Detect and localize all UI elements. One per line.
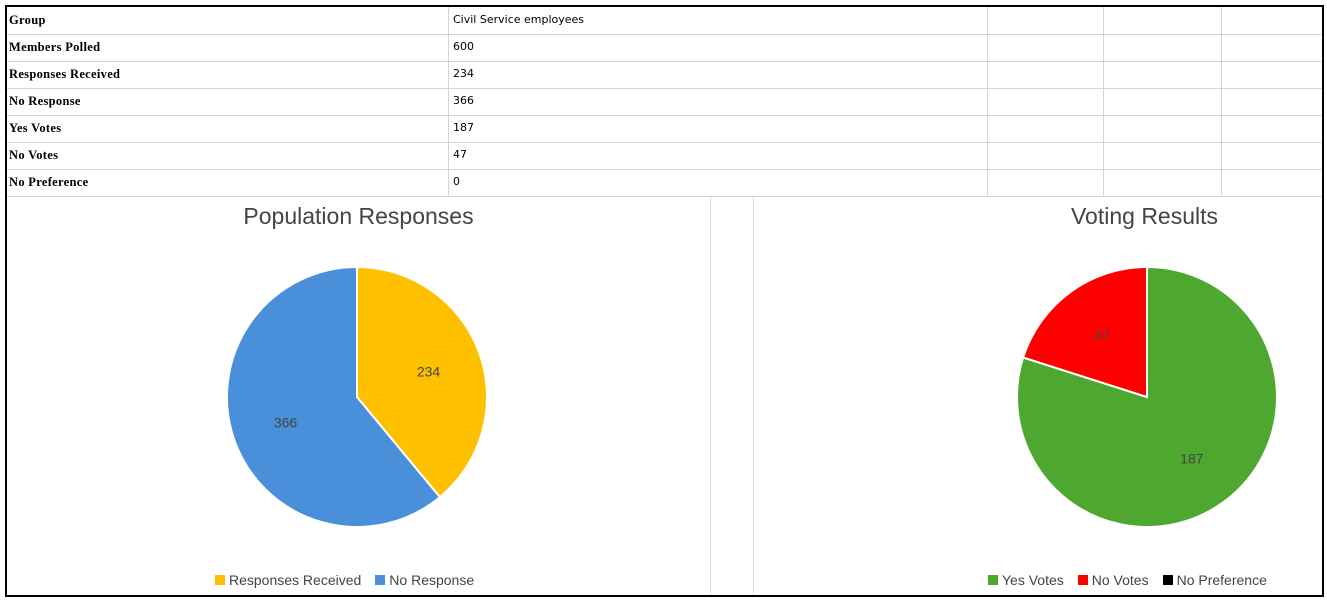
pie-slice-responses-received[interactable] [356, 265, 488, 499]
column-divider [987, 7, 988, 197]
row-label-group[interactable]: Group [9, 13, 46, 27]
table-row[interactable]: No Votes 47 [7, 142, 1322, 169]
legend-swatch-no-preference [1162, 575, 1173, 585]
legend-swatch-no-votes [1077, 575, 1088, 585]
row-label-members-polled[interactable]: Members Polled [9, 40, 101, 54]
pie-slice-no-votes[interactable] [1021, 265, 1148, 399]
row-label-no-response[interactable]: No Response [9, 94, 81, 108]
data-table: Group Civil Service employees Members Po… [7, 7, 1322, 197]
legend-item: No Response [375, 572, 474, 588]
row-divider [7, 61, 1322, 62]
legend-item: No Preference [1162, 572, 1267, 588]
chart-legend: Yes Votes No Votes No Preference [988, 572, 1267, 588]
legend-label: No Response [389, 572, 475, 588]
table-row[interactable]: Group Civil Service employees [7, 7, 1322, 34]
row-label-yes-votes[interactable]: Yes Votes [9, 121, 62, 135]
row-divider [7, 169, 1322, 170]
table-row[interactable]: Yes Votes 187 [7, 115, 1322, 142]
spreadsheet: Group Civil Service employees Members Po… [5, 5, 1324, 597]
legend-swatch-yes-votes [988, 575, 998, 585]
legend-label: Yes Votes [1002, 572, 1064, 588]
column-divider [448, 7, 449, 197]
empty-cells-strip [710, 197, 754, 595]
row-label-no-votes[interactable]: No Votes [9, 148, 59, 162]
chart-legend: Responses Received No Response [215, 572, 474, 588]
pie-chart[interactable]: 234 366 [7, 197, 710, 557]
data-label-yes-votes: 187 [1180, 450, 1204, 466]
row-label-responses-received[interactable]: Responses Received [9, 67, 121, 81]
row-value-responses-received[interactable]: 234 [453, 67, 474, 80]
row-value-members-polled[interactable]: 600 [453, 40, 474, 53]
row-value-group[interactable]: Civil Service employees [453, 13, 585, 26]
row-value-no-response[interactable]: 366 [453, 94, 474, 107]
table-row[interactable]: No Preference 0 [7, 169, 1322, 196]
population-responses-chart[interactable]: Population Responses 234 366 Responses Re… [7, 197, 710, 595]
legend-label: No Votes [1091, 572, 1149, 588]
legend-item: Yes Votes [988, 572, 1064, 588]
voting-results-chart[interactable]: Voting Results 187 47 Yes Votes No Votes … [754, 197, 1324, 595]
row-divider [7, 88, 1322, 89]
chart-title: Population Responses [243, 203, 474, 229]
pie-chart[interactable]: 187 47 [754, 197, 1324, 557]
data-label-no-votes: 47 [1094, 328, 1110, 344]
chart-title: Voting Results [1070, 203, 1219, 229]
row-value-no-votes[interactable]: 47 [453, 148, 467, 161]
table-row[interactable]: No Response 366 [7, 88, 1322, 115]
row-divider [7, 142, 1322, 143]
pie-slice-no-response[interactable] [226, 265, 442, 528]
row-divider [7, 196, 1322, 197]
legend-item: No Votes [1077, 572, 1149, 588]
row-divider [7, 34, 1322, 35]
data-label-responses-received: 234 [417, 363, 441, 379]
legend-label: Responses Received [229, 572, 362, 588]
legend-label: No Preference [1176, 572, 1267, 588]
column-divider [1221, 7, 1222, 197]
legend-swatch-responses-received [215, 575, 225, 585]
table-row[interactable]: Members Polled 600 [7, 34, 1322, 61]
row-label-no-preference[interactable]: No Preference [9, 175, 89, 189]
row-divider [7, 115, 1322, 116]
column-divider [1103, 7, 1104, 197]
data-label-no-response: 366 [274, 415, 298, 431]
legend-swatch-no-response [375, 575, 386, 585]
row-value-yes-votes[interactable]: 187 [453, 121, 474, 134]
legend-item: Responses Received [215, 572, 361, 588]
row-value-no-preference[interactable]: 0 [453, 175, 460, 188]
table-row[interactable]: Responses Received 234 [7, 61, 1322, 88]
